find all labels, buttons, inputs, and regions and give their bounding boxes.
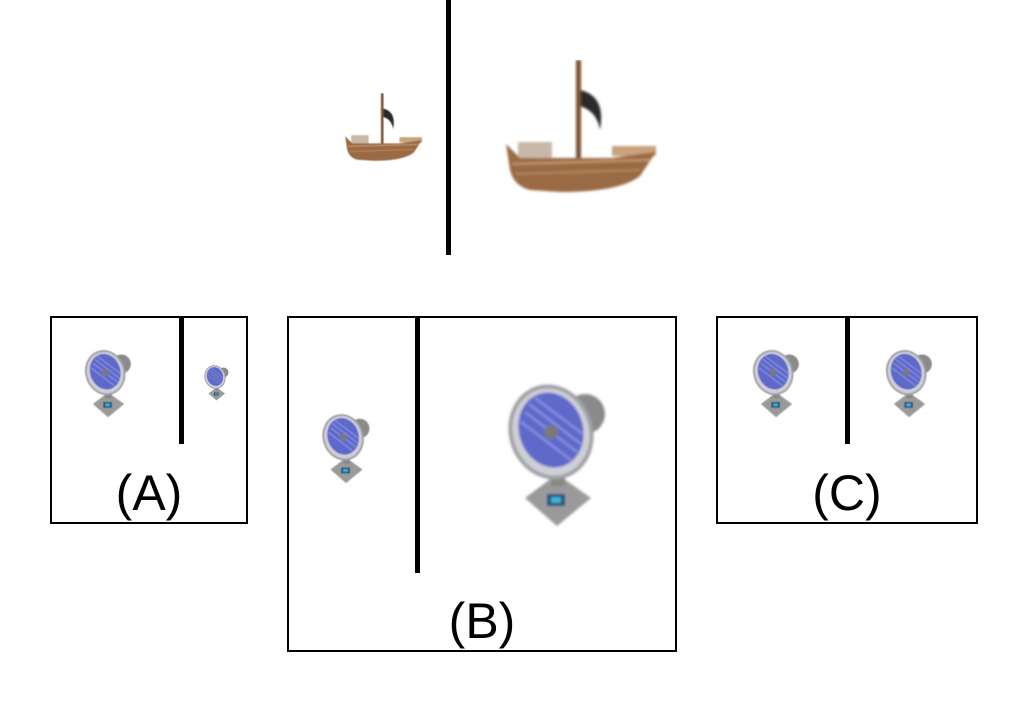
- option-c-label: (C): [812, 465, 882, 521]
- ship-icon: [342, 93, 424, 165]
- option-b-panel[interactable]: (B): [287, 316, 677, 652]
- option-c-divider: [845, 318, 850, 444]
- example-divider: [446, 0, 451, 255]
- fan-icon: [80, 346, 138, 422]
- fan-icon: [881, 346, 939, 422]
- option-a-label: (A): [115, 465, 183, 521]
- option-b-label: (B): [448, 593, 516, 649]
- fan-icon: [748, 346, 806, 422]
- option-c-panel[interactable]: (C): [716, 316, 978, 524]
- option-b-divider: [415, 318, 420, 573]
- fan-icon: [499, 376, 619, 536]
- fan-icon: [317, 410, 377, 488]
- option-a-divider: [179, 318, 184, 444]
- option-a-panel[interactable]: (A): [50, 316, 248, 524]
- fan-icon: [202, 363, 232, 403]
- ship-icon: [500, 60, 660, 200]
